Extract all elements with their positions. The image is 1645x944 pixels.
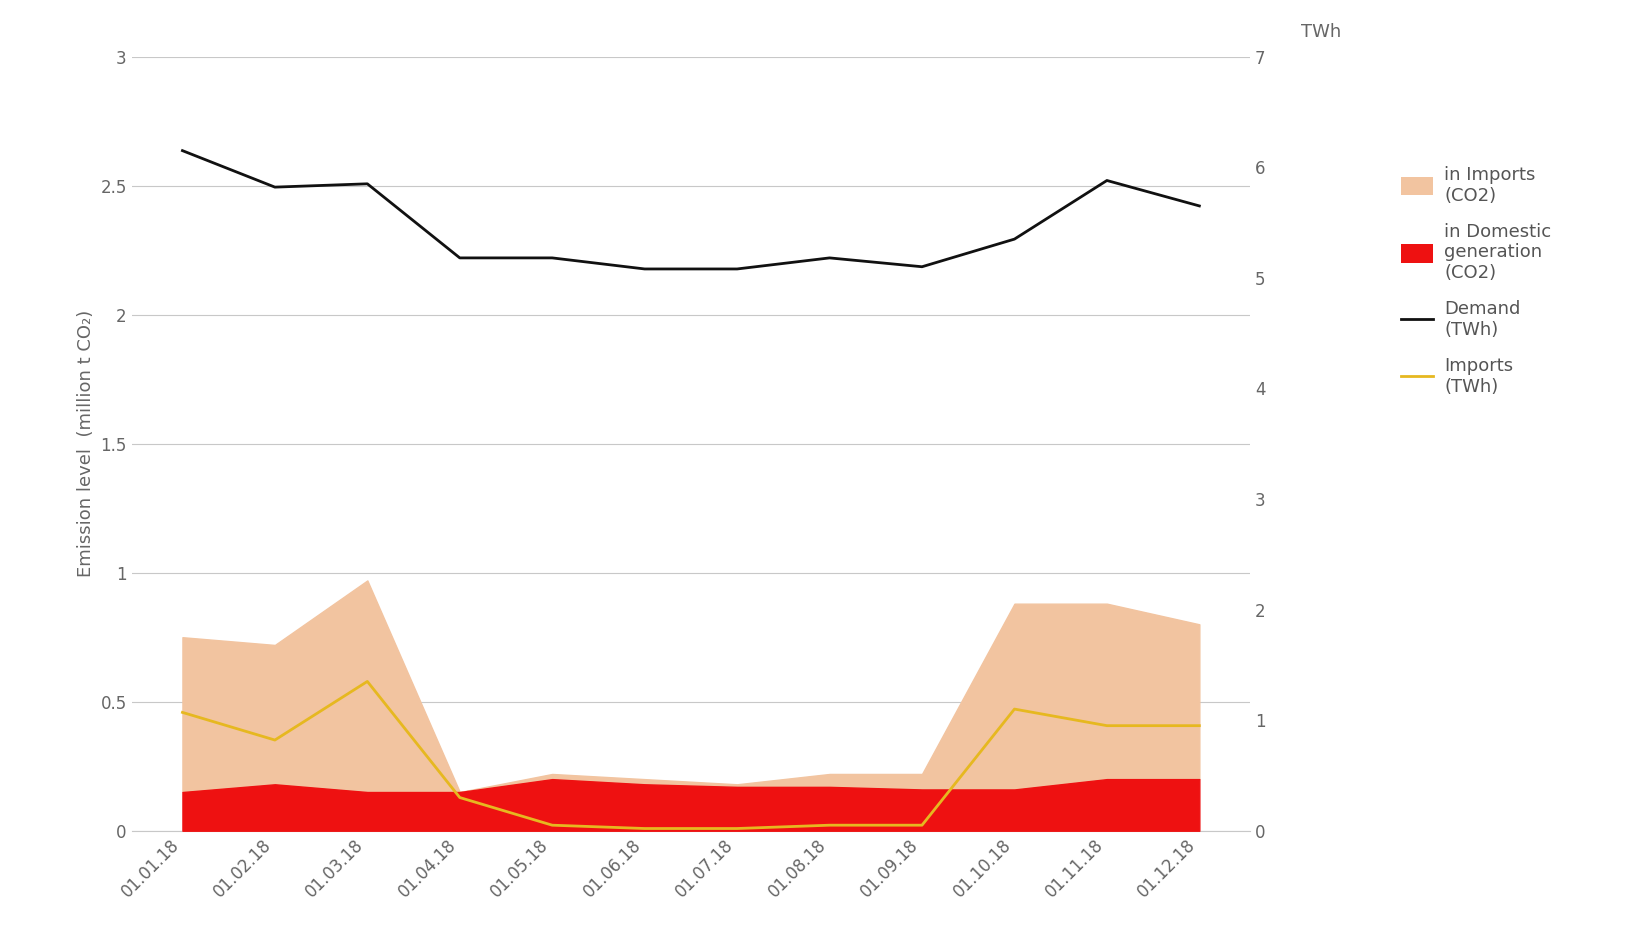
Y-axis label: Emission level  (million t CO₂): Emission level (million t CO₂) (77, 310, 95, 578)
Text: TWh: TWh (1301, 24, 1341, 42)
Legend: in Imports
(CO2), in Domestic
generation
(CO2), Demand
(TWh), Imports
(TWh): in Imports (CO2), in Domestic generation… (1393, 159, 1558, 403)
